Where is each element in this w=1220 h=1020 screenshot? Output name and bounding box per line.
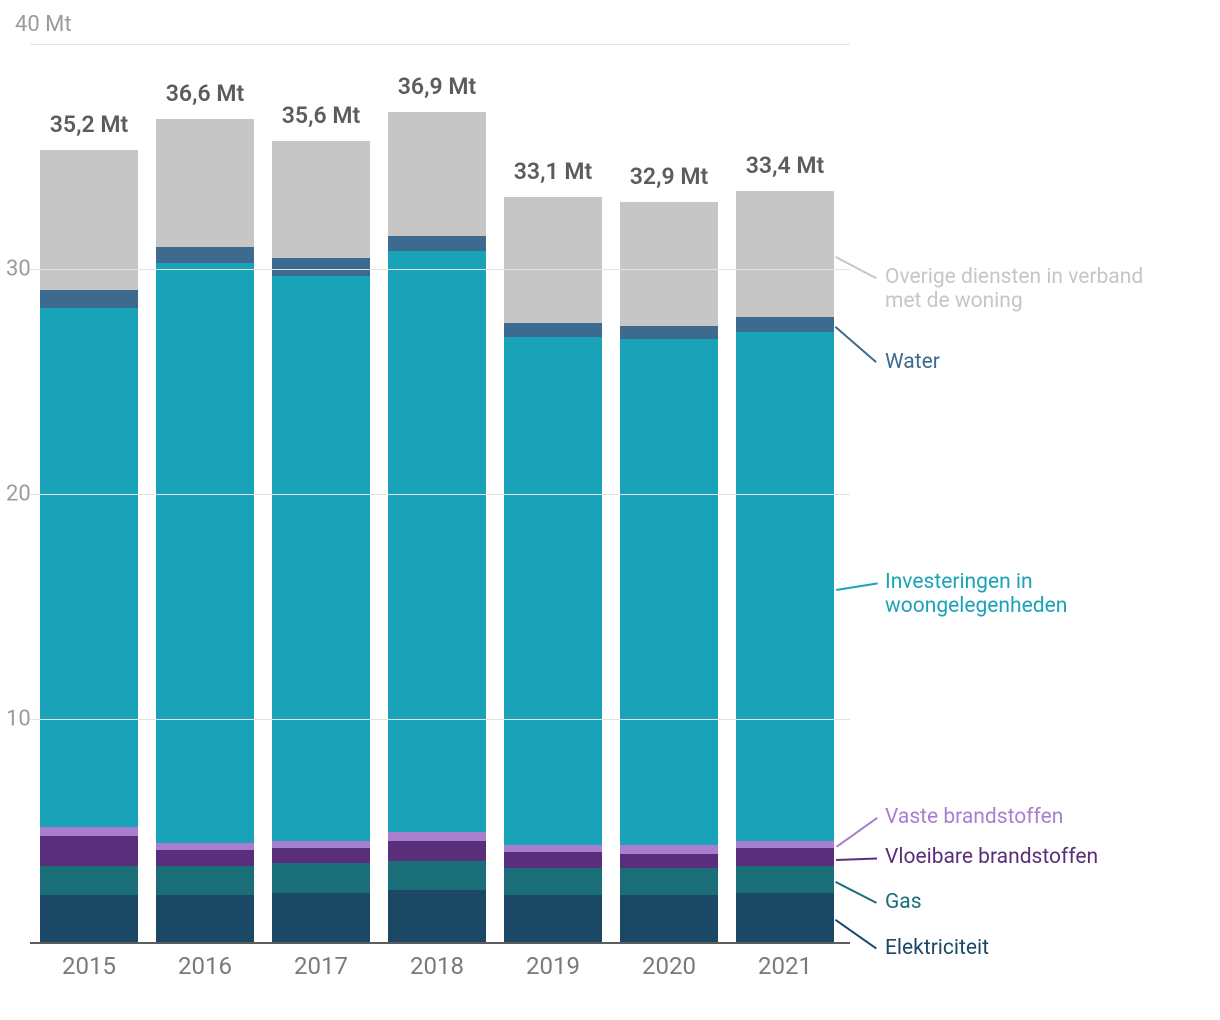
bar-segment-vloeibaar (388, 841, 486, 861)
bar-segment-vast (156, 843, 254, 850)
bar-segment-vloeibaar (504, 852, 602, 868)
bar-segment-invest (272, 276, 370, 841)
bar-segment-elektriciteit (156, 895, 254, 942)
bar-segment-vloeibaar (156, 850, 254, 866)
x-tick-label: 2020 (620, 942, 718, 980)
bar-segment-water (620, 326, 718, 340)
bar-segment-overig (504, 197, 602, 323)
bar-total-label: 32,9 Mt (620, 163, 718, 190)
bar-total-label: 35,2 Mt (40, 111, 138, 138)
bar-segment-overig (156, 119, 254, 247)
bar-segment-gas (388, 861, 486, 890)
bar-total-label: 36,6 Mt (156, 80, 254, 107)
bar-segment-gas (504, 868, 602, 895)
bar-total-label: 36,9 Mt (388, 73, 486, 100)
bar-segment-vloeibaar (40, 836, 138, 865)
bar-segment-invest (388, 251, 486, 832)
bar-segment-elektriciteit (272, 893, 370, 943)
bar-group: 33,1 Mt (504, 197, 602, 942)
bar-segment-water (388, 236, 486, 252)
x-tick-label: 2021 (736, 942, 834, 980)
bar-group: 36,6 Mt (156, 119, 254, 943)
bar-total-label: 35,6 Mt (272, 102, 370, 129)
bar-group: 36,9 Mt (388, 112, 486, 942)
bar-segment-invest (504, 337, 602, 846)
legend-label-gas: Gas (885, 890, 922, 914)
x-tick-label: 2017 (272, 942, 370, 980)
bar-segment-vast (40, 827, 138, 836)
legend-label-invest: Investeringen inwoongelegenheden (885, 570, 1067, 618)
bar-segment-elektriciteit (620, 895, 718, 942)
bar-segment-elektriciteit (504, 895, 602, 942)
bars-container: 35,2 Mt36,6 Mt35,6 Mt36,9 Mt33,1 Mt32,9 … (30, 44, 850, 942)
bar-segment-invest (736, 332, 834, 841)
bar-group: 35,6 Mt (272, 141, 370, 942)
bar-total-label: 33,4 Mt (736, 152, 834, 179)
bar-segment-water (40, 290, 138, 308)
bar-segment-vast (388, 832, 486, 841)
bar-segment-overig (620, 202, 718, 326)
bar-segment-gas (40, 866, 138, 895)
gridline (30, 719, 850, 720)
legend-label-elektriciteit: Elektriciteit (885, 936, 989, 960)
x-tick-label: 2016 (156, 942, 254, 980)
legend-label-water: Water (885, 350, 940, 374)
bar-segment-vloeibaar (620, 854, 718, 868)
bar-segment-vloeibaar (272, 848, 370, 864)
bar-segment-overig (736, 191, 834, 317)
bar-segment-water (156, 247, 254, 263)
y-axis-top-label: 40 Mt (15, 12, 72, 37)
bar-segment-gas (272, 863, 370, 892)
bar-group: 32,9 Mt (620, 202, 718, 942)
plot-area: 40 Mt 35,2 Mt36,6 Mt35,6 Mt36,9 Mt33,1 M… (30, 44, 850, 944)
bar-segment-overig (388, 112, 486, 236)
bar-segment-vast (504, 845, 602, 852)
y-tick-label: 10 (6, 707, 31, 732)
bar-segment-invest (40, 308, 138, 828)
bar-segment-vast (272, 841, 370, 848)
gridline (30, 269, 850, 270)
bar-segment-gas (620, 868, 718, 895)
bar-segment-vloeibaar (736, 848, 834, 866)
bar-segment-overig (272, 141, 370, 258)
bar-segment-vast (620, 845, 718, 854)
bar-segment-gas (736, 866, 834, 893)
bar-segment-gas (156, 866, 254, 895)
bar-segment-water (736, 317, 834, 333)
gridline (30, 44, 850, 45)
x-tick-label: 2018 (388, 942, 486, 980)
bar-segment-water (272, 258, 370, 276)
stacked-bar-chart: 40 Mt 35,2 Mt36,6 Mt35,6 Mt36,9 Mt33,1 M… (0, 0, 1220, 1020)
bar-segment-elektriciteit (736, 893, 834, 943)
gridline (30, 494, 850, 495)
bar-segment-water (504, 323, 602, 337)
bar-segment-elektriciteit (40, 895, 138, 942)
bar-segment-vast (736, 841, 834, 848)
x-tick-label: 2015 (40, 942, 138, 980)
bar-segment-elektriciteit (388, 890, 486, 942)
bar-segment-invest (620, 339, 718, 845)
legend-label-vloeibaar: Vloeibare brandstoffen (885, 845, 1098, 869)
y-tick-label: 20 (6, 482, 31, 507)
legend-label-overig: Overige diensten in verbandmet de woning (885, 265, 1143, 313)
y-tick-label: 30 (6, 257, 31, 282)
bar-total-label: 33,1 Mt (504, 158, 602, 185)
legend-label-vast: Vaste brandstoffen (885, 805, 1063, 829)
bar-segment-invest (156, 263, 254, 844)
x-tick-label: 2019 (504, 942, 602, 980)
bar-group: 33,4 Mt (736, 191, 834, 943)
